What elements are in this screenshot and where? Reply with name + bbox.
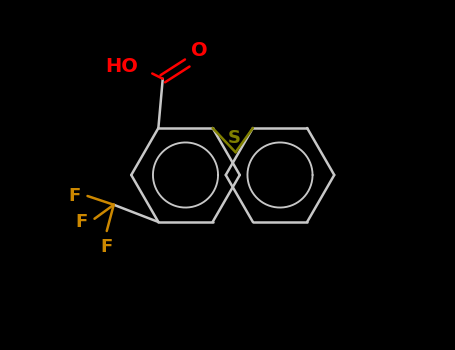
Text: HO: HO: [106, 57, 138, 76]
Text: O: O: [191, 41, 207, 60]
Text: F: F: [101, 238, 113, 256]
Text: S: S: [228, 129, 240, 147]
Text: F: F: [68, 187, 81, 205]
Text: F: F: [75, 213, 87, 231]
